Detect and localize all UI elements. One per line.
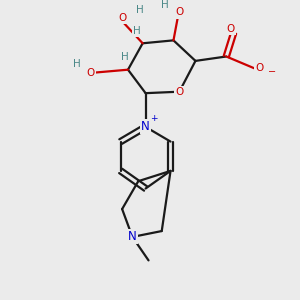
Text: H: H bbox=[121, 52, 129, 62]
Text: H: H bbox=[161, 0, 169, 10]
Text: H: H bbox=[136, 5, 144, 15]
Text: O: O bbox=[175, 8, 184, 17]
Text: −: − bbox=[268, 67, 276, 77]
Text: O: O bbox=[255, 63, 264, 73]
Text: H: H bbox=[73, 59, 80, 69]
Text: O: O bbox=[175, 87, 184, 97]
Text: O: O bbox=[226, 24, 235, 34]
Text: O: O bbox=[118, 14, 126, 23]
Text: O: O bbox=[87, 68, 95, 78]
Text: +: + bbox=[150, 114, 158, 123]
Text: H: H bbox=[133, 26, 141, 36]
Text: N: N bbox=[128, 230, 137, 243]
Text: N: N bbox=[141, 120, 150, 134]
